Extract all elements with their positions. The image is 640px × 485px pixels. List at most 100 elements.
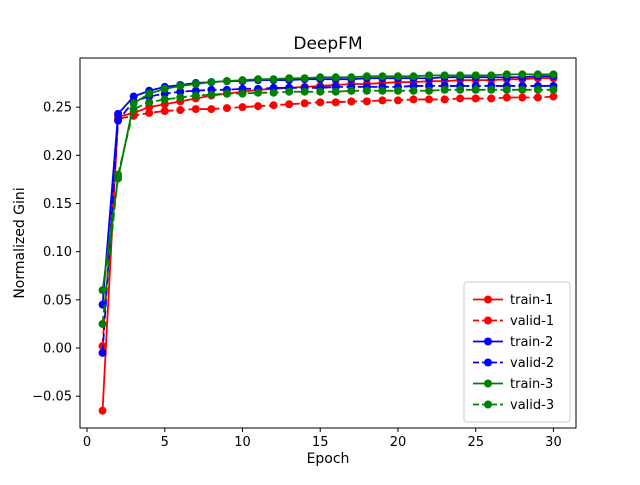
marker-valid-3 xyxy=(518,85,527,94)
marker-valid-3 xyxy=(362,86,371,95)
marker-train-3 xyxy=(502,70,511,79)
marker-train-2 xyxy=(114,109,123,118)
marker-valid-1 xyxy=(518,93,527,102)
marker-valid-3 xyxy=(425,86,434,95)
marker-valid-3 xyxy=(502,85,511,94)
marker-valid-3 xyxy=(347,86,356,95)
y-tick-label: 0.15 xyxy=(43,197,72,212)
x-axis-label: Epoch xyxy=(307,451,350,467)
marker-valid-1 xyxy=(222,104,231,113)
marker-train-3 xyxy=(378,72,387,81)
marker-valid-1 xyxy=(254,102,263,111)
marker-valid-3 xyxy=(191,91,200,100)
marker-valid-1 xyxy=(502,93,511,102)
marker-train-3 xyxy=(331,73,340,82)
marker-valid-1 xyxy=(176,106,185,115)
marker-valid-1 xyxy=(471,94,480,103)
legend-sample-marker-train-1 xyxy=(484,295,492,304)
marker-valid-2 xyxy=(114,116,123,125)
legend-sample-marker-valid-1 xyxy=(484,316,492,325)
marker-train-3 xyxy=(456,71,465,80)
marker-valid-3 xyxy=(533,85,542,94)
marker-train-3 xyxy=(518,70,527,79)
marker-valid-1 xyxy=(347,97,356,106)
marker-valid-3 xyxy=(393,86,402,95)
marker-valid-2 xyxy=(98,348,107,357)
legend-sample-marker-train-3 xyxy=(484,379,492,388)
marker-valid-3 xyxy=(549,85,558,94)
marker-train-3 xyxy=(487,71,496,80)
chart-title: DeepFM xyxy=(293,34,362,54)
marker-valid-3 xyxy=(238,89,247,98)
marker-valid-1 xyxy=(409,95,418,104)
legend-label-valid-1: valid-1 xyxy=(510,314,554,329)
axes-frame xyxy=(79,57,577,429)
marker-train-3 xyxy=(238,76,247,85)
marker-train-3 xyxy=(98,286,107,295)
y-tick-label: 0.25 xyxy=(43,101,72,116)
marker-valid-1 xyxy=(191,105,200,114)
plot-area: 0 5 10 15 20 25 30 −0.05 0.00 0.05 0.10 0.15 0.20 0.2… xyxy=(32,57,577,450)
x-tick-label: 20 xyxy=(390,435,407,450)
marker-train-1 xyxy=(98,406,107,415)
marker-valid-1 xyxy=(549,92,558,101)
marker-valid-1 xyxy=(440,95,449,104)
marker-valid-1 xyxy=(362,97,371,106)
marker-train-3 xyxy=(207,78,216,87)
legend-sample-marker-valid-3 xyxy=(484,400,492,409)
marker-train-3 xyxy=(549,70,558,79)
y-tick-label: 0.10 xyxy=(43,245,72,260)
marker-valid-3 xyxy=(129,105,138,114)
marker-valid-3 xyxy=(409,86,418,95)
marker-train-3 xyxy=(285,74,294,83)
marker-train-3 xyxy=(222,77,231,86)
y-tick-label: 0.05 xyxy=(43,293,72,308)
marker-train-3 xyxy=(533,70,542,79)
marker-train-3 xyxy=(191,80,200,89)
marker-valid-3 xyxy=(378,86,387,95)
marker-train-3 xyxy=(425,71,434,80)
marker-train-3 xyxy=(409,72,418,81)
marker-valid-3 xyxy=(222,89,231,98)
marker-train-3 xyxy=(362,72,371,81)
legend-label-valid-2: valid-2 xyxy=(510,356,554,371)
x-tick-label: 10 xyxy=(234,435,251,450)
marker-valid-3 xyxy=(254,88,263,97)
marker-valid-3 xyxy=(145,98,154,107)
marker-valid-1 xyxy=(300,99,309,108)
marker-valid-2 xyxy=(176,87,185,96)
marker-train-3 xyxy=(393,72,402,81)
marker-valid-3 xyxy=(471,85,480,94)
marker-valid-1 xyxy=(207,105,216,114)
marker-train-3 xyxy=(160,84,169,93)
marker-valid-1 xyxy=(456,94,465,103)
y-tick-label: 0.00 xyxy=(43,342,72,357)
legend-sample-marker-train-2 xyxy=(484,337,492,346)
legend-label-train-3: train-3 xyxy=(510,377,553,392)
marker-train-3 xyxy=(347,73,356,82)
marker-valid-3 xyxy=(98,319,107,328)
legend-label-valid-3: valid-3 xyxy=(510,398,554,413)
x-tick-label: 30 xyxy=(545,435,562,450)
marker-train-3 xyxy=(145,89,154,98)
marker-valid-1 xyxy=(487,94,496,103)
marker-valid-3 xyxy=(487,85,496,94)
marker-train-3 xyxy=(440,71,449,80)
marker-valid-3 xyxy=(285,87,294,96)
marker-valid-3 xyxy=(176,93,185,102)
legend-label-train-1: train-1 xyxy=(510,293,553,308)
y-tick-label: −0.05 xyxy=(32,390,72,405)
marker-valid-1 xyxy=(160,106,169,115)
marker-train-3 xyxy=(300,74,309,83)
marker-valid-3 xyxy=(331,87,340,96)
marker-valid-3 xyxy=(269,88,278,97)
x-tick-label: 25 xyxy=(467,435,484,450)
marker-valid-1 xyxy=(285,100,294,109)
x-tick-label: 15 xyxy=(312,435,329,450)
x-tick-label: 5 xyxy=(161,435,169,450)
y-axis-label: Normalized Gini xyxy=(12,187,28,298)
marker-valid-1 xyxy=(533,93,542,102)
marker-valid-3 xyxy=(160,95,169,104)
marker-train-3 xyxy=(269,75,278,84)
